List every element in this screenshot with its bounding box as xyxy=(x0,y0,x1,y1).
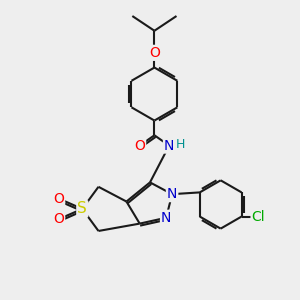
Text: N: N xyxy=(167,187,177,201)
Text: O: O xyxy=(149,46,160,60)
Text: N: N xyxy=(161,211,171,225)
Text: O: O xyxy=(134,139,145,153)
Text: O: O xyxy=(53,192,64,206)
Text: Cl: Cl xyxy=(251,209,265,224)
Text: H: H xyxy=(176,138,185,151)
Text: O: O xyxy=(53,212,64,226)
Text: S: S xyxy=(77,201,87,216)
Text: N: N xyxy=(164,139,174,153)
